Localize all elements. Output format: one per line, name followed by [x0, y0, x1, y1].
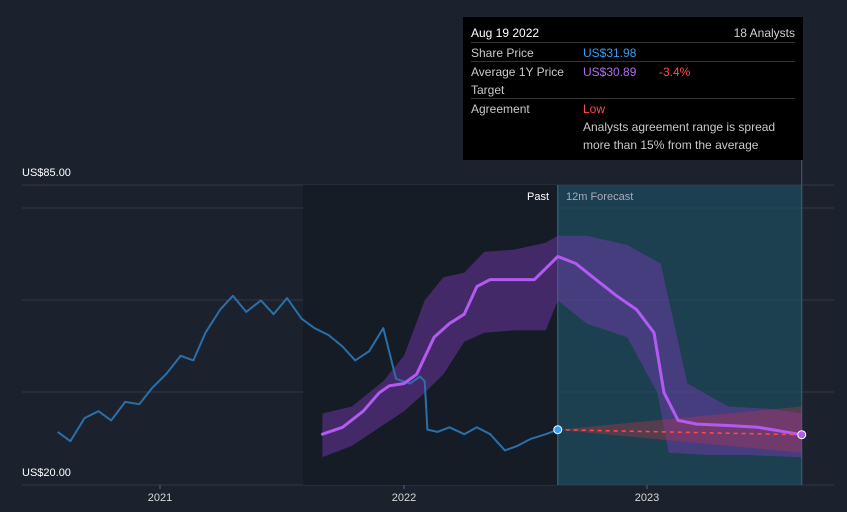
analyst-tooltip: Aug 19 2022 18 Analysts Share Price US$3… — [463, 17, 803, 160]
share-price-value: US$31.98 — [583, 46, 637, 60]
chart-regions — [303, 17, 803, 485]
price-target-label-line1: Average 1Y Price — [471, 65, 564, 79]
y-bottom-label: US$20.00 — [22, 467, 71, 479]
forecast-region-label: 12m Forecast — [566, 191, 634, 203]
forecast-region — [557, 185, 802, 485]
x-tick-label: 2023 — [634, 492, 660, 504]
analyst-count: 18 Analysts — [733, 26, 795, 40]
price-target-label-line2: Target — [471, 83, 505, 97]
price-target-row: Average 1Y Price Target US$30.89 -3.4% — [471, 61, 795, 98]
forecast-target-point — [797, 430, 807, 440]
target-range-band — [322, 235, 802, 458]
tooltip-date: Aug 19 2022 — [471, 26, 540, 40]
past-region-label: Past — [527, 191, 550, 203]
price-target-line — [320, 255, 804, 437]
share-price-line — [57, 294, 559, 452]
share-price-label: Share Price — [471, 46, 534, 60]
target-bands — [322, 235, 802, 458]
forecast-fan — [557, 406, 802, 453]
agreement-value: Low — [583, 102, 606, 116]
chart-points — [553, 425, 807, 440]
y-top-label: US$85.00 — [22, 167, 71, 179]
agreement-label: Agreement — [471, 102, 530, 116]
x-tick-label: 2021 — [147, 492, 173, 504]
forecast-dashed-line — [557, 428, 802, 436]
tooltip-header: Aug 19 2022 18 Analysts — [471, 26, 795, 42]
x-tick-label: 2022 — [391, 492, 417, 504]
price-target-value: US$30.89 — [583, 65, 637, 79]
agreement-row: Agreement Low Analysts agreement range i… — [471, 98, 795, 155]
price-target-change: -3.4% — [659, 65, 691, 79]
chart-lines — [57, 255, 804, 452]
current-price-point — [553, 425, 563, 435]
agreement-description-line1: Analysts agreement range is spread — [583, 120, 776, 134]
past-region — [303, 185, 558, 485]
agreement-description-line2: more than 15% from the average — [583, 138, 759, 152]
share-price-row: Share Price US$31.98 — [471, 42, 795, 61]
